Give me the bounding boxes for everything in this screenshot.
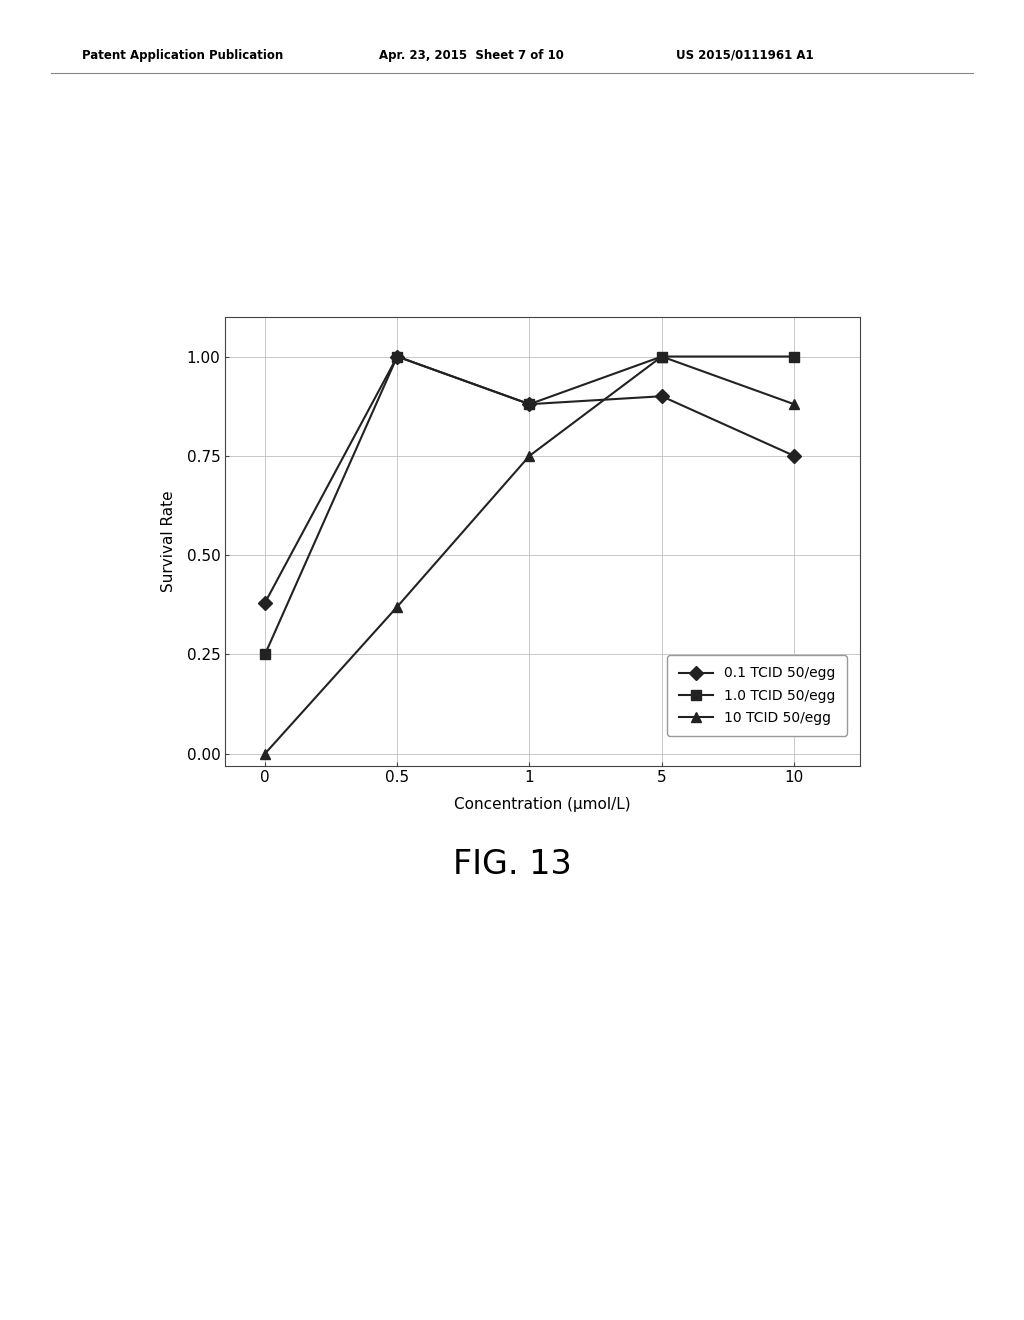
Text: FIG. 13: FIG. 13 [453,849,571,882]
0.1 TCID 50/egg [523,396,536,412]
1.0 TCID 50/egg [391,348,403,364]
10 TCID 50/egg [391,599,403,615]
Text: Apr. 23, 2015  Sheet 7 of 10: Apr. 23, 2015 Sheet 7 of 10 [379,49,564,62]
Line: 1.0 TCID 50/egg: 1.0 TCID 50/egg [260,351,799,659]
Line: 10 TCID 50/egg: 10 TCID 50/egg [260,351,799,759]
0.1 TCID 50/egg [787,447,800,463]
X-axis label: Concentration (μmol/L): Concentration (μmol/L) [455,796,631,812]
10 TCID 50/egg [523,447,536,463]
0.1 TCID 50/egg [259,595,271,611]
0.1 TCID 50/egg [655,388,668,404]
Text: Patent Application Publication: Patent Application Publication [82,49,284,62]
Y-axis label: Survival Rate: Survival Rate [161,491,175,591]
0.1 TCID 50/egg [391,348,403,364]
1.0 TCID 50/egg [259,647,271,663]
1.0 TCID 50/egg [655,348,668,364]
1.0 TCID 50/egg [523,396,536,412]
1.0 TCID 50/egg [787,348,800,364]
Legend: 0.1 TCID 50/egg, 1.0 TCID 50/egg, 10 TCID 50/egg: 0.1 TCID 50/egg, 1.0 TCID 50/egg, 10 TCI… [668,655,847,737]
10 TCID 50/egg [787,396,800,412]
Line: 0.1 TCID 50/egg: 0.1 TCID 50/egg [260,351,799,607]
Text: US 2015/0111961 A1: US 2015/0111961 A1 [676,49,813,62]
10 TCID 50/egg [655,348,668,364]
10 TCID 50/egg [259,746,271,762]
